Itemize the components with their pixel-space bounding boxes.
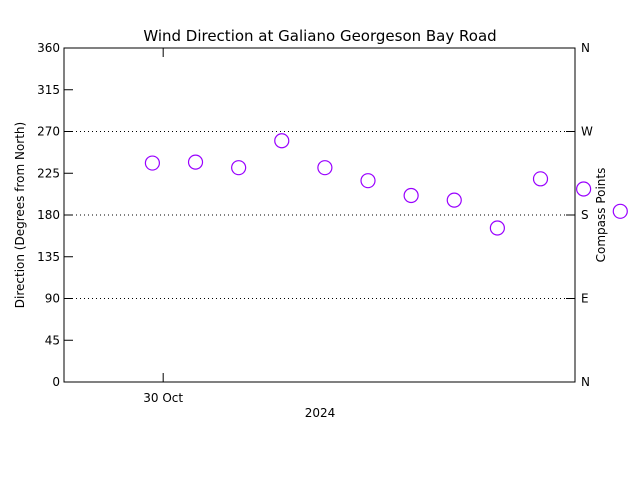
- data-point: [446, 192, 462, 208]
- data-point: [576, 181, 592, 197]
- y-tick-label: 45: [45, 333, 60, 347]
- y-tick-label: 225: [37, 166, 60, 180]
- y-tick-label: 315: [37, 83, 60, 97]
- gridlines: [64, 131, 575, 299]
- data-points: [144, 133, 628, 236]
- data-point: [489, 220, 505, 236]
- y-tick-label: 0: [52, 375, 60, 389]
- data-point: [403, 187, 419, 204]
- y-axis-right: N E S W N: [566, 41, 593, 389]
- y-tick-label: 90: [45, 292, 60, 306]
- data-point: [532, 171, 549, 187]
- right-tick-label: S: [581, 208, 589, 222]
- x-axis-label: 2024: [305, 406, 336, 420]
- data-point: [144, 155, 161, 171]
- y-tick-label: 180: [37, 208, 60, 222]
- y-tick-label: 135: [37, 250, 60, 264]
- data-point: [317, 160, 333, 176]
- data-point: [612, 203, 628, 219]
- x-tick-label: 30 Oct: [143, 391, 183, 405]
- y-tick-label: 270: [37, 125, 60, 139]
- y-axis-left: 0 45 90 135 180 225 270 315 360: [37, 41, 73, 389]
- data-point: [231, 160, 247, 176]
- chart-title: Wind Direction at Galiano Georgeson Bay …: [143, 27, 496, 45]
- right-tick-label: N: [581, 375, 590, 389]
- y-axis-label: Direction (Degrees from North): [13, 122, 27, 308]
- data-point: [274, 133, 290, 149]
- y-tick-label: 360: [37, 41, 60, 55]
- x-axis: 30 Oct: [143, 48, 183, 405]
- right-tick-label: N: [581, 41, 590, 55]
- right-tick-label: W: [581, 125, 593, 139]
- data-point: [360, 173, 376, 189]
- y-axis-label-right: Compass Points: [594, 168, 608, 263]
- data-point: [187, 154, 204, 170]
- right-tick-label: E: [581, 292, 589, 306]
